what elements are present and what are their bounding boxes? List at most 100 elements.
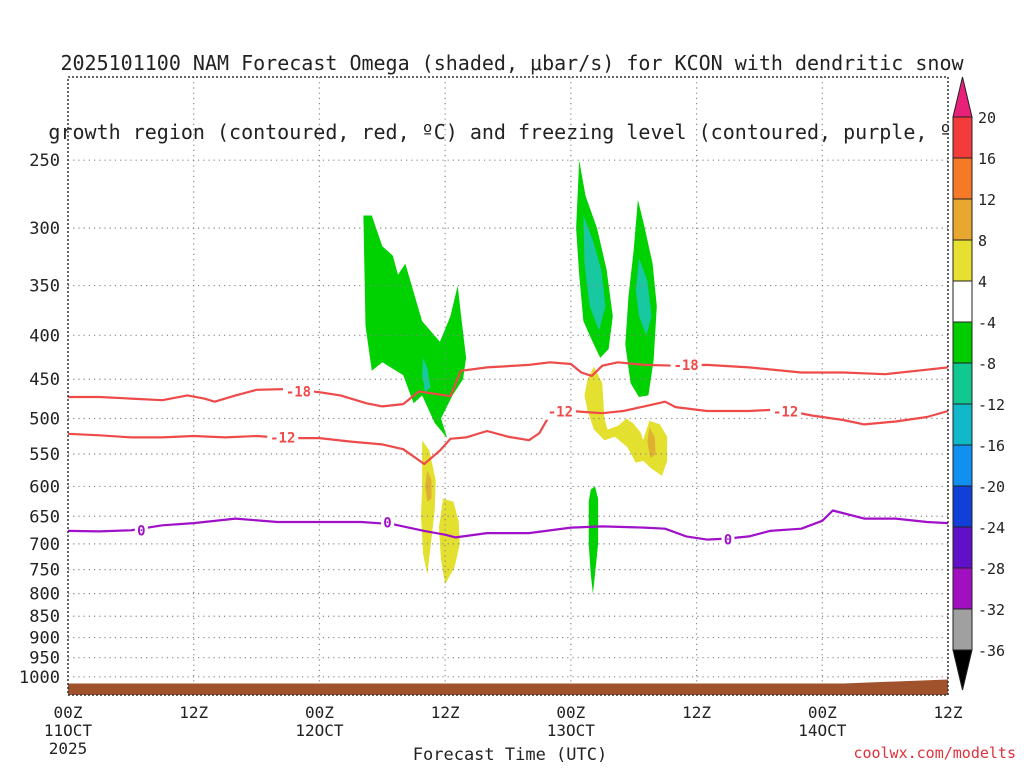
y-tick-label: 400 bbox=[29, 326, 60, 346]
contour-line bbox=[67, 509, 949, 541]
y-tick-label: 800 bbox=[29, 585, 60, 605]
contour-label: 0 bbox=[383, 516, 391, 532]
contour-layer: -18 -18 -12 -12 -12 0 0 0 bbox=[67, 356, 949, 549]
colorbar-segment bbox=[952, 198, 973, 241]
x-tick-label: 12Z bbox=[934, 703, 963, 722]
ground-layer bbox=[68, 679, 948, 695]
omega-region-teal bbox=[583, 215, 606, 331]
colorbar-segment bbox=[952, 116, 973, 159]
omega-region-green bbox=[363, 215, 467, 439]
contour-label-bg bbox=[670, 356, 702, 373]
colorbar-segment bbox=[952, 567, 973, 610]
contour-label-bg bbox=[721, 531, 735, 548]
x-tick-date-label: 14OCT bbox=[798, 721, 847, 740]
y-tick-label: 350 bbox=[29, 277, 60, 297]
contour-label-bg bbox=[282, 383, 314, 400]
contour-label-bg bbox=[544, 403, 576, 420]
y-tick-label: 650 bbox=[29, 507, 60, 527]
page-title: 2025101100 NAM Forecast Omega (shaded, μ… bbox=[0, 6, 1024, 167]
contour-label: 0 bbox=[137, 523, 145, 539]
title-line-1: 2025101100 NAM Forecast Omega (shaded, μ… bbox=[60, 51, 964, 75]
colorbar-label: 20 bbox=[978, 109, 996, 127]
x-tick-label: 12Z bbox=[179, 703, 208, 722]
omega-region-yellow bbox=[421, 440, 436, 575]
x-tick-label: 00Z bbox=[808, 703, 837, 722]
colorbar-segment bbox=[952, 157, 973, 200]
x-tick-label: 12Z bbox=[431, 703, 460, 722]
colorbar-label: -20 bbox=[978, 478, 1005, 496]
y-tick-label: 850 bbox=[29, 607, 60, 627]
x-axis-title: Forecast Time (UTC) bbox=[412, 745, 608, 765]
omega-region-gold bbox=[647, 427, 656, 459]
y-tick-label: 500 bbox=[29, 409, 60, 429]
x-tick-date-label: 12OCT bbox=[295, 721, 344, 740]
x-tick-label: 00Z bbox=[54, 703, 83, 722]
y-tick-label: 300 bbox=[29, 219, 60, 239]
grid-layer bbox=[68, 77, 948, 695]
contour-label-bg bbox=[381, 514, 395, 531]
plot-frame bbox=[67, 76, 949, 696]
colorbar-segment bbox=[952, 362, 973, 405]
colorbar-segment bbox=[952, 239, 973, 282]
y-tick-label: 750 bbox=[29, 561, 60, 581]
colorbar: 20 16 12 8 4 -4 -8 -12 -16 -20 -24 -28 -32 -36 bbox=[952, 76, 1005, 691]
colorbar-label: 4 bbox=[978, 273, 987, 291]
colorbar-segment bbox=[952, 608, 973, 651]
contour-label: 0 bbox=[724, 533, 732, 549]
y-tick-label: 250 bbox=[29, 151, 60, 171]
omega-shading-layer bbox=[363, 160, 668, 594]
y-axis: 2503003504004505005506006507007508008509… bbox=[19, 151, 60, 688]
colorbar-label: -28 bbox=[978, 560, 1005, 578]
y-tick-label: 450 bbox=[29, 370, 60, 390]
contour-label: -18 bbox=[286, 384, 311, 400]
x-tick-label: 12Z bbox=[682, 703, 711, 722]
x-tick-date-label: 13OCT bbox=[547, 721, 596, 740]
contour-line bbox=[67, 400, 949, 466]
colorbar-label: 16 bbox=[978, 150, 996, 168]
colorbar-label: 8 bbox=[978, 232, 987, 250]
colorbar-label: -32 bbox=[978, 601, 1005, 619]
omega-region-green bbox=[588, 486, 599, 594]
colorbar-segment bbox=[952, 526, 973, 569]
y-tick-label: 1000 bbox=[19, 668, 60, 688]
contour-label: -12 bbox=[773, 405, 798, 421]
contour-label-bg bbox=[134, 522, 148, 539]
omega-region-yellow bbox=[438, 498, 460, 585]
contour-label: -18 bbox=[673, 358, 698, 374]
contour-label: -12 bbox=[270, 430, 295, 446]
colorbar-segment bbox=[952, 280, 973, 323]
x-tick-label: 00Z bbox=[305, 703, 334, 722]
footer-credit: coolwx.com/modelts bbox=[853, 744, 1016, 762]
colorbar-label: -8 bbox=[978, 355, 996, 373]
colorbar-segment bbox=[952, 444, 973, 487]
colorbar-label: -36 bbox=[978, 642, 1005, 660]
colorbar-segment bbox=[952, 403, 973, 446]
x-tick-date-label: 11OCT bbox=[44, 721, 93, 740]
y-tick-label: 900 bbox=[29, 629, 60, 649]
y-tick-label: 600 bbox=[29, 477, 60, 497]
omega-region-gold bbox=[425, 470, 432, 502]
title-line-2: growth region (contoured, red, ºC) and f… bbox=[48, 120, 976, 144]
colorbar-bottom-arrow bbox=[952, 649, 973, 691]
colorbar-top-arrow bbox=[952, 76, 973, 118]
contour-label: -12 bbox=[548, 405, 573, 421]
contour-label-bg bbox=[267, 429, 299, 446]
ground-surface bbox=[68, 679, 948, 695]
y-tick-label: 700 bbox=[29, 535, 60, 555]
colorbar-segment bbox=[952, 485, 973, 528]
omega-region-teal bbox=[422, 357, 431, 393]
colorbar-segment bbox=[952, 321, 973, 364]
contour-label-bg bbox=[770, 403, 802, 420]
omega-region-yellow bbox=[584, 366, 668, 476]
omega-region-teal bbox=[635, 257, 652, 336]
contour-line bbox=[68, 361, 949, 408]
colorbar-label: -4 bbox=[978, 314, 996, 332]
colorbar-label: 12 bbox=[978, 191, 996, 209]
x-tick-year-label: 2025 bbox=[49, 739, 88, 758]
frame-border bbox=[67, 76, 949, 696]
colorbar-label: -16 bbox=[978, 437, 1005, 455]
y-tick-label: 550 bbox=[29, 445, 60, 465]
colorbar-label: -12 bbox=[978, 396, 1005, 414]
y-tick-label: 950 bbox=[29, 649, 60, 669]
